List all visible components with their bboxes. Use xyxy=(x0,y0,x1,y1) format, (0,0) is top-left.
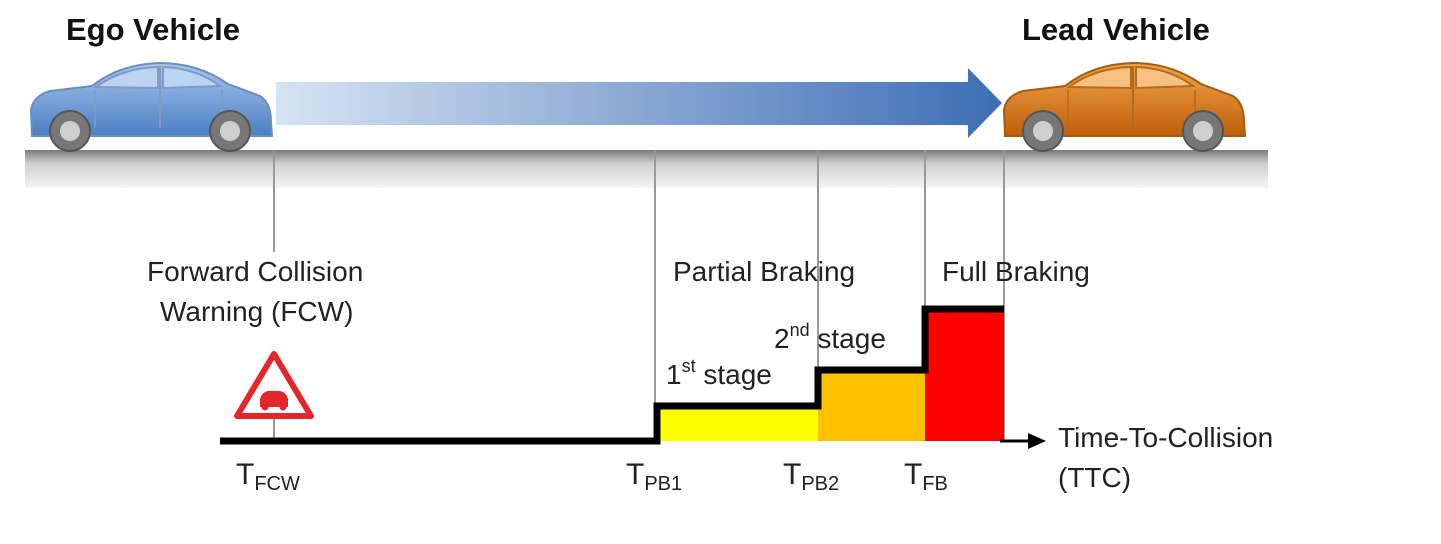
motion-arrow xyxy=(276,68,1002,138)
tick-tpb1: TPB1 xyxy=(626,458,683,495)
stage1-fill xyxy=(657,406,818,441)
braking-level-line xyxy=(220,305,1004,445)
ttc-axis-arrowhead xyxy=(1028,433,1046,449)
partial-braking-label: Partial Braking xyxy=(673,256,856,287)
ego-vehicle-title: Ego Vehicle xyxy=(66,12,241,47)
stage2-fill xyxy=(818,370,925,441)
road xyxy=(25,150,1268,188)
warning-triangle-car-icon xyxy=(234,351,314,419)
lead-vehicle-title: Lead Vehicle xyxy=(1022,12,1210,47)
stage2-label: 2nd stage xyxy=(774,320,886,354)
ttc-axis-label-line1: Time-To-Collision xyxy=(1058,422,1274,453)
full-braking-fill xyxy=(925,309,1004,441)
fcw-label-line2: Warning (FCW) xyxy=(160,296,354,327)
fcw-label-line1: Forward Collision xyxy=(147,256,364,287)
tick-tfcw: TFCW xyxy=(236,458,300,495)
full-braking-label: Full Braking xyxy=(942,256,1090,287)
lead-car-icon xyxy=(1002,61,1247,152)
tick-tfb: TFB xyxy=(904,458,948,495)
stage1-label: 1st stage xyxy=(666,356,772,390)
ttc-axis-label-line2: (TTC) xyxy=(1058,462,1132,493)
tick-tpb2: TPB2 xyxy=(783,458,840,495)
ego-car-icon xyxy=(29,61,274,152)
